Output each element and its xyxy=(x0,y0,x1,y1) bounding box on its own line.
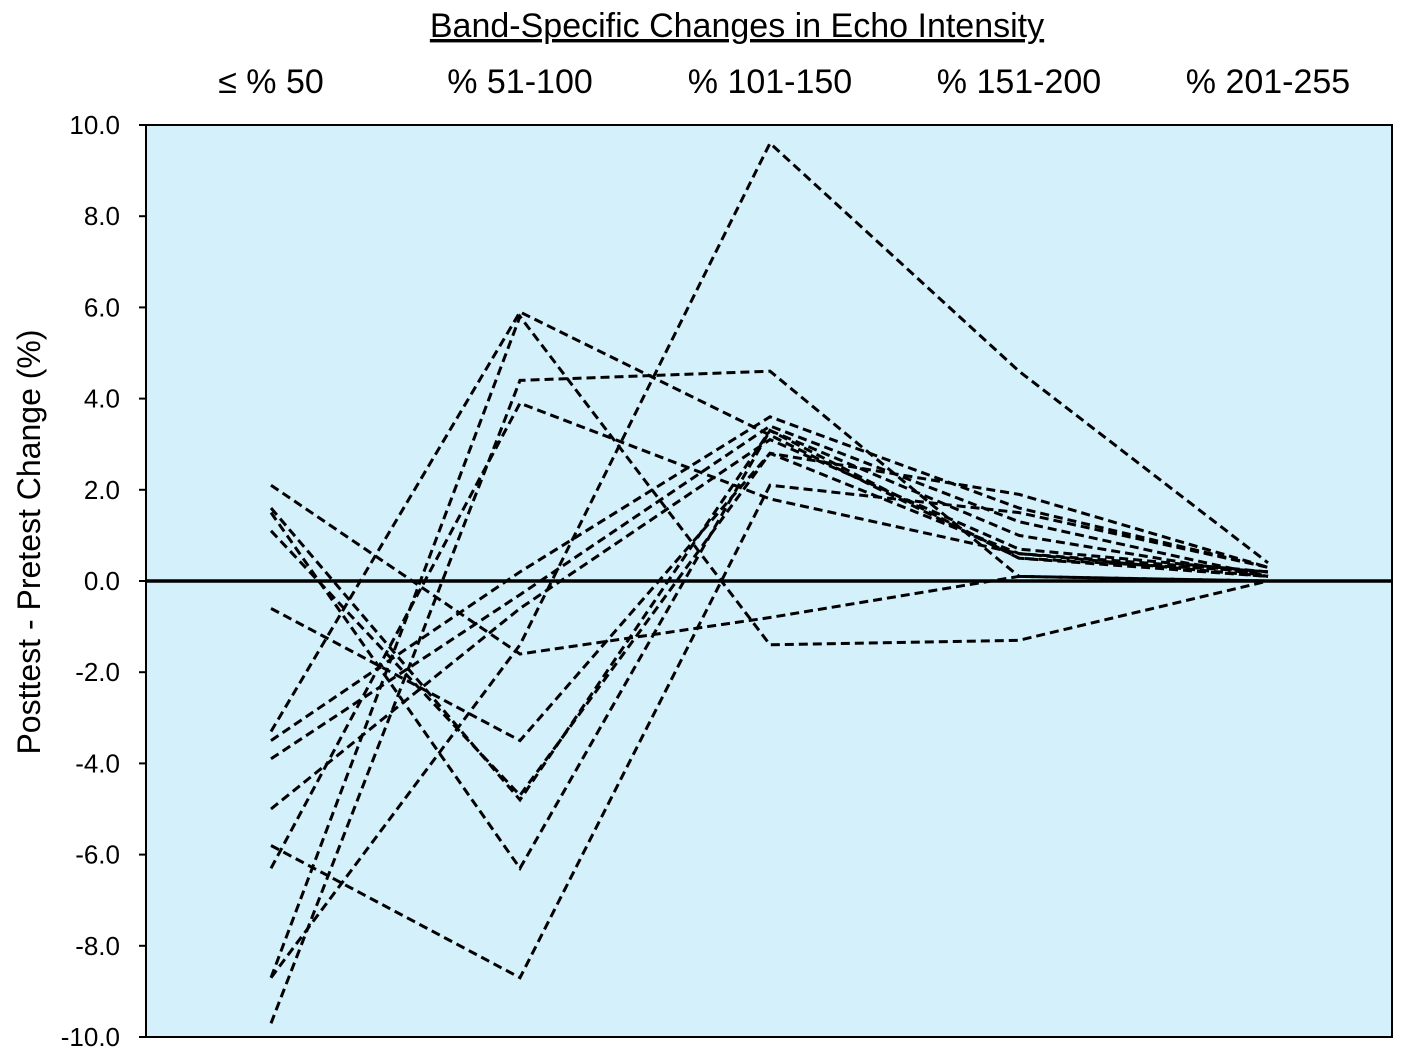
series-line-12 xyxy=(270,483,1269,980)
y-tick-label: -6.0 xyxy=(75,840,120,870)
category-label: % 51-100 xyxy=(447,63,593,101)
series-line-6 xyxy=(269,310,1269,733)
series-line-9 xyxy=(270,415,1269,742)
series-line-4 xyxy=(270,451,1269,743)
category-labels: ≤ % 50 % 51-100 % 101-150 % 151-200 % 201-25… xyxy=(218,63,1350,101)
series-line-7 xyxy=(269,401,1269,870)
y-tick-label: 0.0 xyxy=(84,566,120,596)
series-line-14 xyxy=(269,140,1269,979)
y-tick-label: -10.0 xyxy=(61,1022,120,1049)
y-axis-ticks: 10.0 8.0 6.0 4.0 2.0 0.0 -2.0 -4.0 -6.0 -8.0 -10.0 xyxy=(61,110,146,1049)
y-tick-label: -8.0 xyxy=(75,931,120,961)
category-label: % 201-255 xyxy=(1186,63,1350,101)
y-tick-label: 8.0 xyxy=(84,201,120,231)
y-tick-label: 6.0 xyxy=(84,292,120,322)
series-line-5 xyxy=(269,428,1269,872)
series-lines xyxy=(269,140,1269,1024)
y-tick-label: -2.0 xyxy=(75,657,120,687)
y-tick-label: 2.0 xyxy=(84,475,120,505)
category-label: % 151-200 xyxy=(937,63,1101,101)
chart-title: Band-Specific Changes in Echo Intensity xyxy=(430,7,1044,45)
category-label: ≤ % 50 xyxy=(218,63,324,101)
series-line-8 xyxy=(269,369,1269,1024)
y-tick-label: -4.0 xyxy=(75,748,120,778)
series-line-10 xyxy=(270,424,1269,761)
category-label: % 101-150 xyxy=(688,63,852,101)
series-line-11 xyxy=(270,437,1269,811)
y-axis-title: Posttest - Pretest Change (%) xyxy=(11,329,47,754)
y-tick-label: 10.0 xyxy=(69,110,120,140)
y-tick-label: 4.0 xyxy=(84,384,120,414)
